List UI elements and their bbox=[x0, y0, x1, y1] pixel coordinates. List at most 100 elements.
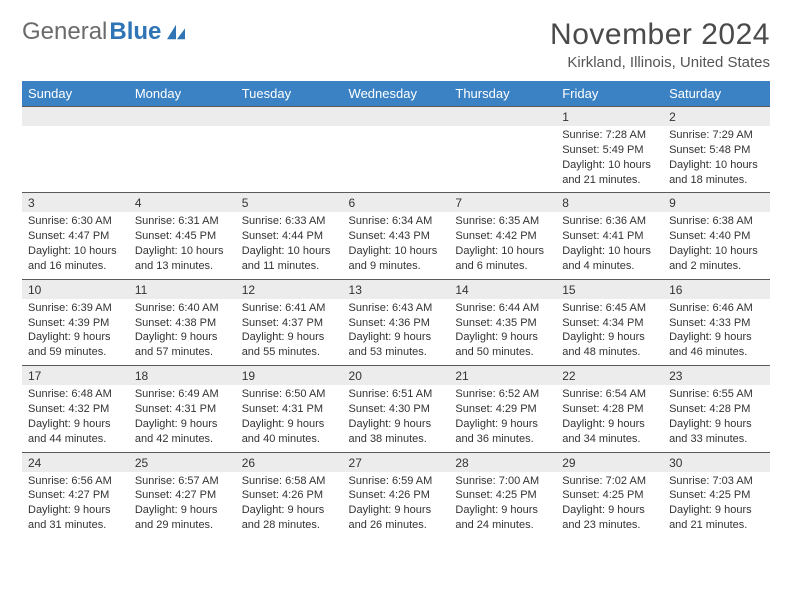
daylight-text: Daylight: 9 hours and 36 minutes. bbox=[455, 417, 550, 447]
day-number-cell: 11 bbox=[129, 279, 236, 299]
day-number-cell: 27 bbox=[343, 452, 450, 472]
sunrise-text: Sunrise: 6:44 AM bbox=[455, 301, 550, 316]
sunset-text: Sunset: 4:31 PM bbox=[135, 402, 230, 417]
detail-row: Sunrise: 7:28 AMSunset: 5:49 PMDaylight:… bbox=[22, 126, 770, 193]
daylight-text: Daylight: 9 hours and 31 minutes. bbox=[28, 503, 123, 533]
sunrise-text: Sunrise: 6:31 AM bbox=[135, 214, 230, 229]
day-number-cell: 5 bbox=[236, 193, 343, 213]
day-number-cell: 4 bbox=[129, 193, 236, 213]
sunset-text: Sunset: 4:38 PM bbox=[135, 316, 230, 331]
day-detail-cell: Sunrise: 6:31 AMSunset: 4:45 PMDaylight:… bbox=[129, 212, 236, 279]
daylight-text: Daylight: 10 hours and 13 minutes. bbox=[135, 244, 230, 274]
sunset-text: Sunset: 4:26 PM bbox=[242, 488, 337, 503]
daynum-row: 24252627282930 bbox=[22, 452, 770, 472]
day-detail-cell: Sunrise: 7:29 AMSunset: 5:48 PMDaylight:… bbox=[663, 126, 770, 193]
sunset-text: Sunset: 4:25 PM bbox=[455, 488, 550, 503]
day-detail-cell: Sunrise: 6:55 AMSunset: 4:28 PMDaylight:… bbox=[663, 385, 770, 452]
detail-row: Sunrise: 6:48 AMSunset: 4:32 PMDaylight:… bbox=[22, 385, 770, 452]
sunset-text: Sunset: 4:33 PM bbox=[669, 316, 764, 331]
dow-header: Wednesday bbox=[343, 81, 450, 107]
day-detail-cell: Sunrise: 7:02 AMSunset: 4:25 PMDaylight:… bbox=[556, 472, 663, 538]
day-number-cell: 25 bbox=[129, 452, 236, 472]
sunrise-text: Sunrise: 6:57 AM bbox=[135, 474, 230, 489]
sunrise-text: Sunrise: 7:00 AM bbox=[455, 474, 550, 489]
day-detail-cell: Sunrise: 6:52 AMSunset: 4:29 PMDaylight:… bbox=[449, 385, 556, 452]
day-number-cell: 8 bbox=[556, 193, 663, 213]
day-number-cell bbox=[343, 107, 450, 127]
sunrise-text: Sunrise: 6:36 AM bbox=[562, 214, 657, 229]
day-detail-cell: Sunrise: 6:38 AMSunset: 4:40 PMDaylight:… bbox=[663, 212, 770, 279]
day-number-cell: 14 bbox=[449, 279, 556, 299]
day-number-cell: 30 bbox=[663, 452, 770, 472]
day-number-cell: 17 bbox=[22, 366, 129, 386]
day-detail-cell: Sunrise: 6:59 AMSunset: 4:26 PMDaylight:… bbox=[343, 472, 450, 538]
sunset-text: Sunset: 5:48 PM bbox=[669, 143, 764, 158]
detail-row: Sunrise: 6:30 AMSunset: 4:47 PMDaylight:… bbox=[22, 212, 770, 279]
daylight-text: Daylight: 9 hours and 55 minutes. bbox=[242, 330, 337, 360]
daylight-text: Daylight: 9 hours and 29 minutes. bbox=[135, 503, 230, 533]
sunrise-text: Sunrise: 6:38 AM bbox=[669, 214, 764, 229]
day-detail-cell bbox=[129, 126, 236, 193]
day-number-cell: 1 bbox=[556, 107, 663, 127]
daylight-text: Daylight: 9 hours and 46 minutes. bbox=[669, 330, 764, 360]
logo-word-1: General bbox=[22, 18, 107, 46]
sunset-text: Sunset: 4:35 PM bbox=[455, 316, 550, 331]
dow-header: Saturday bbox=[663, 81, 770, 107]
sunset-text: Sunset: 4:40 PM bbox=[669, 229, 764, 244]
dow-header: Tuesday bbox=[236, 81, 343, 107]
sunset-text: Sunset: 4:27 PM bbox=[28, 488, 123, 503]
daylight-text: Daylight: 9 hours and 38 minutes. bbox=[349, 417, 444, 447]
day-number-cell: 20 bbox=[343, 366, 450, 386]
day-number-cell: 6 bbox=[343, 193, 450, 213]
sunrise-text: Sunrise: 7:03 AM bbox=[669, 474, 764, 489]
day-detail-cell: Sunrise: 7:03 AMSunset: 4:25 PMDaylight:… bbox=[663, 472, 770, 538]
sunset-text: Sunset: 4:39 PM bbox=[28, 316, 123, 331]
page-header: General Blue November 2024 Kirkland, Ill… bbox=[22, 18, 770, 71]
daylight-text: Daylight: 9 hours and 50 minutes. bbox=[455, 330, 550, 360]
day-detail-cell: Sunrise: 6:44 AMSunset: 4:35 PMDaylight:… bbox=[449, 299, 556, 366]
day-detail-cell bbox=[449, 126, 556, 193]
sunset-text: Sunset: 4:29 PM bbox=[455, 402, 550, 417]
daylight-text: Daylight: 10 hours and 9 minutes. bbox=[349, 244, 444, 274]
day-detail-cell bbox=[22, 126, 129, 193]
sunset-text: Sunset: 4:34 PM bbox=[562, 316, 657, 331]
logo: General Blue bbox=[22, 18, 187, 46]
sunrise-text: Sunrise: 6:40 AM bbox=[135, 301, 230, 316]
dow-header-row: Sunday Monday Tuesday Wednesday Thursday… bbox=[22, 81, 770, 107]
day-detail-cell: Sunrise: 6:54 AMSunset: 4:28 PMDaylight:… bbox=[556, 385, 663, 452]
day-detail-cell: Sunrise: 6:57 AMSunset: 4:27 PMDaylight:… bbox=[129, 472, 236, 538]
daylight-text: Daylight: 10 hours and 6 minutes. bbox=[455, 244, 550, 274]
logo-word-2: Blue bbox=[109, 18, 161, 46]
day-detail-cell: Sunrise: 6:56 AMSunset: 4:27 PMDaylight:… bbox=[22, 472, 129, 538]
dow-header: Friday bbox=[556, 81, 663, 107]
sunset-text: Sunset: 4:36 PM bbox=[349, 316, 444, 331]
daylight-text: Daylight: 10 hours and 11 minutes. bbox=[242, 244, 337, 274]
daylight-text: Daylight: 9 hours and 24 minutes. bbox=[455, 503, 550, 533]
day-number-cell: 10 bbox=[22, 279, 129, 299]
day-number-cell: 3 bbox=[22, 193, 129, 213]
day-number-cell bbox=[22, 107, 129, 127]
sunrise-text: Sunrise: 6:52 AM bbox=[455, 387, 550, 402]
day-detail-cell bbox=[236, 126, 343, 193]
day-number-cell: 12 bbox=[236, 279, 343, 299]
daylight-text: Daylight: 9 hours and 33 minutes. bbox=[669, 417, 764, 447]
daylight-text: Daylight: 10 hours and 2 minutes. bbox=[669, 244, 764, 274]
sunset-text: Sunset: 4:30 PM bbox=[349, 402, 444, 417]
sunrise-text: Sunrise: 6:41 AM bbox=[242, 301, 337, 316]
daylight-text: Daylight: 10 hours and 21 minutes. bbox=[562, 158, 657, 188]
daynum-row: 17181920212223 bbox=[22, 366, 770, 386]
sunset-text: Sunset: 4:47 PM bbox=[28, 229, 123, 244]
day-number-cell: 22 bbox=[556, 366, 663, 386]
day-detail-cell: Sunrise: 6:35 AMSunset: 4:42 PMDaylight:… bbox=[449, 212, 556, 279]
day-detail-cell: Sunrise: 6:45 AMSunset: 4:34 PMDaylight:… bbox=[556, 299, 663, 366]
calendar-table: Sunday Monday Tuesday Wednesday Thursday… bbox=[22, 81, 770, 538]
sunset-text: Sunset: 4:28 PM bbox=[562, 402, 657, 417]
sunrise-text: Sunrise: 6:33 AM bbox=[242, 214, 337, 229]
day-detail-cell: Sunrise: 6:40 AMSunset: 4:38 PMDaylight:… bbox=[129, 299, 236, 366]
daylight-text: Daylight: 9 hours and 23 minutes. bbox=[562, 503, 657, 533]
day-number-cell: 7 bbox=[449, 193, 556, 213]
sunset-text: Sunset: 4:25 PM bbox=[562, 488, 657, 503]
day-detail-cell: Sunrise: 6:33 AMSunset: 4:44 PMDaylight:… bbox=[236, 212, 343, 279]
daylight-text: Daylight: 9 hours and 34 minutes. bbox=[562, 417, 657, 447]
dow-header: Sunday bbox=[22, 81, 129, 107]
